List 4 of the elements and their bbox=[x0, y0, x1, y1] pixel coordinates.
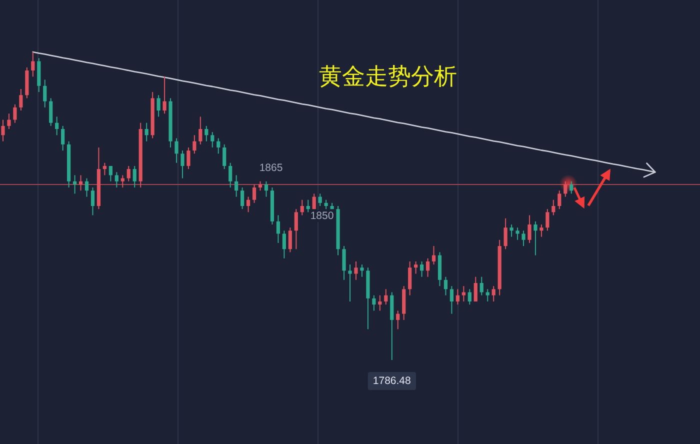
annotation: 1865 bbox=[259, 162, 283, 174]
title: 黄金走势分析 bbox=[319, 64, 457, 90]
annotation: 1786.48 bbox=[372, 375, 411, 387]
annotation: 1850 bbox=[310, 210, 334, 222]
